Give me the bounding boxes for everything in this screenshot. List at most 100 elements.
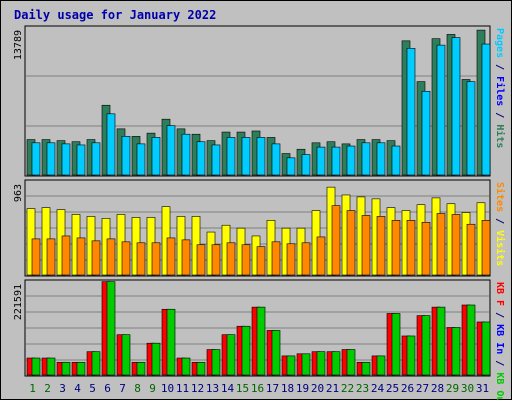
bar-hits-pages-day-11 xyxy=(181,133,191,176)
bar-kbytes-kb-out-day-9 xyxy=(151,342,161,376)
bar-kbytes-kb-out-day-28 xyxy=(436,306,446,376)
legend-hits-files-pages-part-1: / xyxy=(494,58,505,76)
bar-hits-pages-day-15 xyxy=(241,137,251,176)
bar-kbytes-kb-out-day-17 xyxy=(271,330,281,376)
bar-hits-pages-day-23 xyxy=(361,142,371,176)
x-tick-label-day-19: 19 xyxy=(296,382,309,395)
bar-kbytes-kb-out-day-29 xyxy=(451,327,461,376)
legend-hits-files-pages-part-0: Pages xyxy=(494,28,505,58)
bar-kbytes-kb-out-day-20 xyxy=(316,351,326,376)
bar-hits-pages-day-29 xyxy=(451,37,461,176)
bar-visits-sites-day-18 xyxy=(286,243,296,276)
x-tick-label-day-15: 15 xyxy=(236,382,249,395)
bar-kbytes-kb-out-day-2 xyxy=(46,357,56,376)
bar-visits-sites-day-30 xyxy=(466,223,476,276)
bar-visits-sites-day-25 xyxy=(391,220,401,276)
bar-kbytes-kb-out-day-23 xyxy=(361,361,371,376)
bar-visits-sites-day-3 xyxy=(61,235,71,276)
bar-hits-pages-day-30 xyxy=(466,81,476,176)
x-tick-label-day-14: 14 xyxy=(221,382,235,395)
bar-visits-sites-day-21 xyxy=(331,205,341,276)
legend-visits-sites-part-2: Visits xyxy=(494,230,506,266)
legend-visits-sites-part-1: / xyxy=(494,212,505,230)
bar-visits-sites-day-15 xyxy=(241,244,251,276)
panel-visits: 963 xyxy=(13,179,491,277)
legend-visits-sites-part-0: Sites xyxy=(494,182,506,212)
bar-hits-pages-day-16 xyxy=(256,137,266,176)
bar-kbytes-kb-out-day-4 xyxy=(76,361,86,376)
bar-visits-sites-day-31 xyxy=(481,220,491,276)
bar-hits-pages-day-5 xyxy=(91,142,101,176)
bar-visits-sites-day-4 xyxy=(76,237,86,276)
bar-hits-pages-day-13 xyxy=(211,144,221,176)
x-tick-label-day-11: 11 xyxy=(176,382,189,395)
bar-kbytes-kb-out-day-16 xyxy=(256,306,266,376)
x-tick-label-day-21: 21 xyxy=(326,382,339,395)
chart-panels: 13789 963 221591 xyxy=(13,25,491,377)
bar-kbytes-kb-out-day-18 xyxy=(286,355,296,376)
x-tick-label-day-18: 18 xyxy=(281,382,294,395)
x-tick-label-day-1: 1 xyxy=(29,382,36,395)
legend-kb-part-1: / xyxy=(494,306,505,324)
bar-hits-pages-day-27 xyxy=(421,90,431,176)
legend-labels: Pages / Files / Hits Sites / Visits KB F /… xyxy=(494,28,506,405)
legend-hits-files-pages-part-4: Hits xyxy=(494,124,506,148)
bar-hits-pages-day-7 xyxy=(121,136,131,176)
bar-hits-pages-day-6 xyxy=(106,113,116,176)
legend-kb-part-4: KB Out xyxy=(494,372,505,400)
x-tick-label-day-25: 25 xyxy=(386,382,399,395)
x-tick-label-day-6: 6 xyxy=(104,382,111,395)
bar-visits-sites-day-2 xyxy=(46,238,56,276)
bar-hits-pages-day-24 xyxy=(376,142,386,176)
panel-kbytes-ymax-label: 221591 xyxy=(13,284,24,320)
x-tick-label-day-20: 20 xyxy=(311,382,324,395)
x-axis-labels: 1 2 3 4 5 6 7 8 9 10 11 12 13 14 15 16 17 18 19 20 21 22 23 24 2… xyxy=(29,382,489,395)
bar-visits-sites-day-5 xyxy=(91,240,101,276)
bar-visits-sites-day-9 xyxy=(151,242,161,276)
x-tick-label-day-8: 8 xyxy=(134,382,141,395)
bar-hits-pages-day-8 xyxy=(136,143,146,176)
bar-kbytes-kb-out-day-13 xyxy=(211,349,221,376)
bar-visits-sites-day-17 xyxy=(271,241,281,276)
bar-hits-pages-day-3 xyxy=(61,143,71,176)
bar-hits-pages-day-10 xyxy=(166,125,176,176)
bar-kbytes-kb-out-day-14 xyxy=(226,334,236,376)
bar-visits-sites-day-16 xyxy=(256,246,266,276)
bar-hits-pages-day-2 xyxy=(46,142,56,176)
x-tick-label-day-4: 4 xyxy=(74,382,81,395)
x-tick-label-day-5: 5 xyxy=(89,382,96,395)
bar-visits-sites-day-24 xyxy=(376,216,386,276)
bar-kbytes-kb-out-day-1 xyxy=(31,357,41,376)
x-tick-label-day-23: 23 xyxy=(356,382,369,395)
bar-hits-pages-day-14 xyxy=(226,137,236,176)
x-tick-label-day-9: 9 xyxy=(149,382,156,395)
bar-kbytes-kb-out-day-26 xyxy=(406,335,416,376)
legend-kb-part-0: KB F xyxy=(494,282,505,306)
x-tick-label-day-29: 29 xyxy=(446,382,459,395)
bar-hits-pages-day-21 xyxy=(331,146,341,176)
bar-kbytes-kb-out-day-25 xyxy=(391,313,401,376)
bar-visits-sites-day-14 xyxy=(226,242,236,276)
bar-visits-sites-day-23 xyxy=(361,215,371,276)
bar-visits-sites-day-20 xyxy=(316,236,326,276)
bar-visits-sites-day-8 xyxy=(136,242,146,276)
x-tick-label-day-27: 27 xyxy=(416,382,429,395)
bar-kbytes-kb-out-day-7 xyxy=(121,334,131,376)
panel-visits-ymax-label: 963 xyxy=(13,184,24,202)
bar-visits-sites-day-19 xyxy=(301,242,311,276)
bar-hits-pages-day-22 xyxy=(346,145,356,176)
bar-hits-pages-day-18 xyxy=(286,157,296,176)
bar-visits-sites-day-1 xyxy=(31,238,41,276)
bar-visits-sites-day-22 xyxy=(346,210,356,276)
legend-hits-files-pages: Pages / Files / Hits xyxy=(494,28,506,148)
bar-kbytes-kb-out-day-6 xyxy=(106,281,116,376)
legend-hits-files-pages-part-2: Files xyxy=(494,76,506,106)
bar-hits-pages-day-28 xyxy=(436,44,446,176)
x-tick-label-day-13: 13 xyxy=(206,382,219,395)
panel-kbytes: 221591 xyxy=(13,279,491,377)
bar-hits-pages-day-25 xyxy=(391,145,401,176)
bar-visits-sites-day-7 xyxy=(121,241,131,276)
legend-kb-part-2: KB In xyxy=(494,324,505,354)
